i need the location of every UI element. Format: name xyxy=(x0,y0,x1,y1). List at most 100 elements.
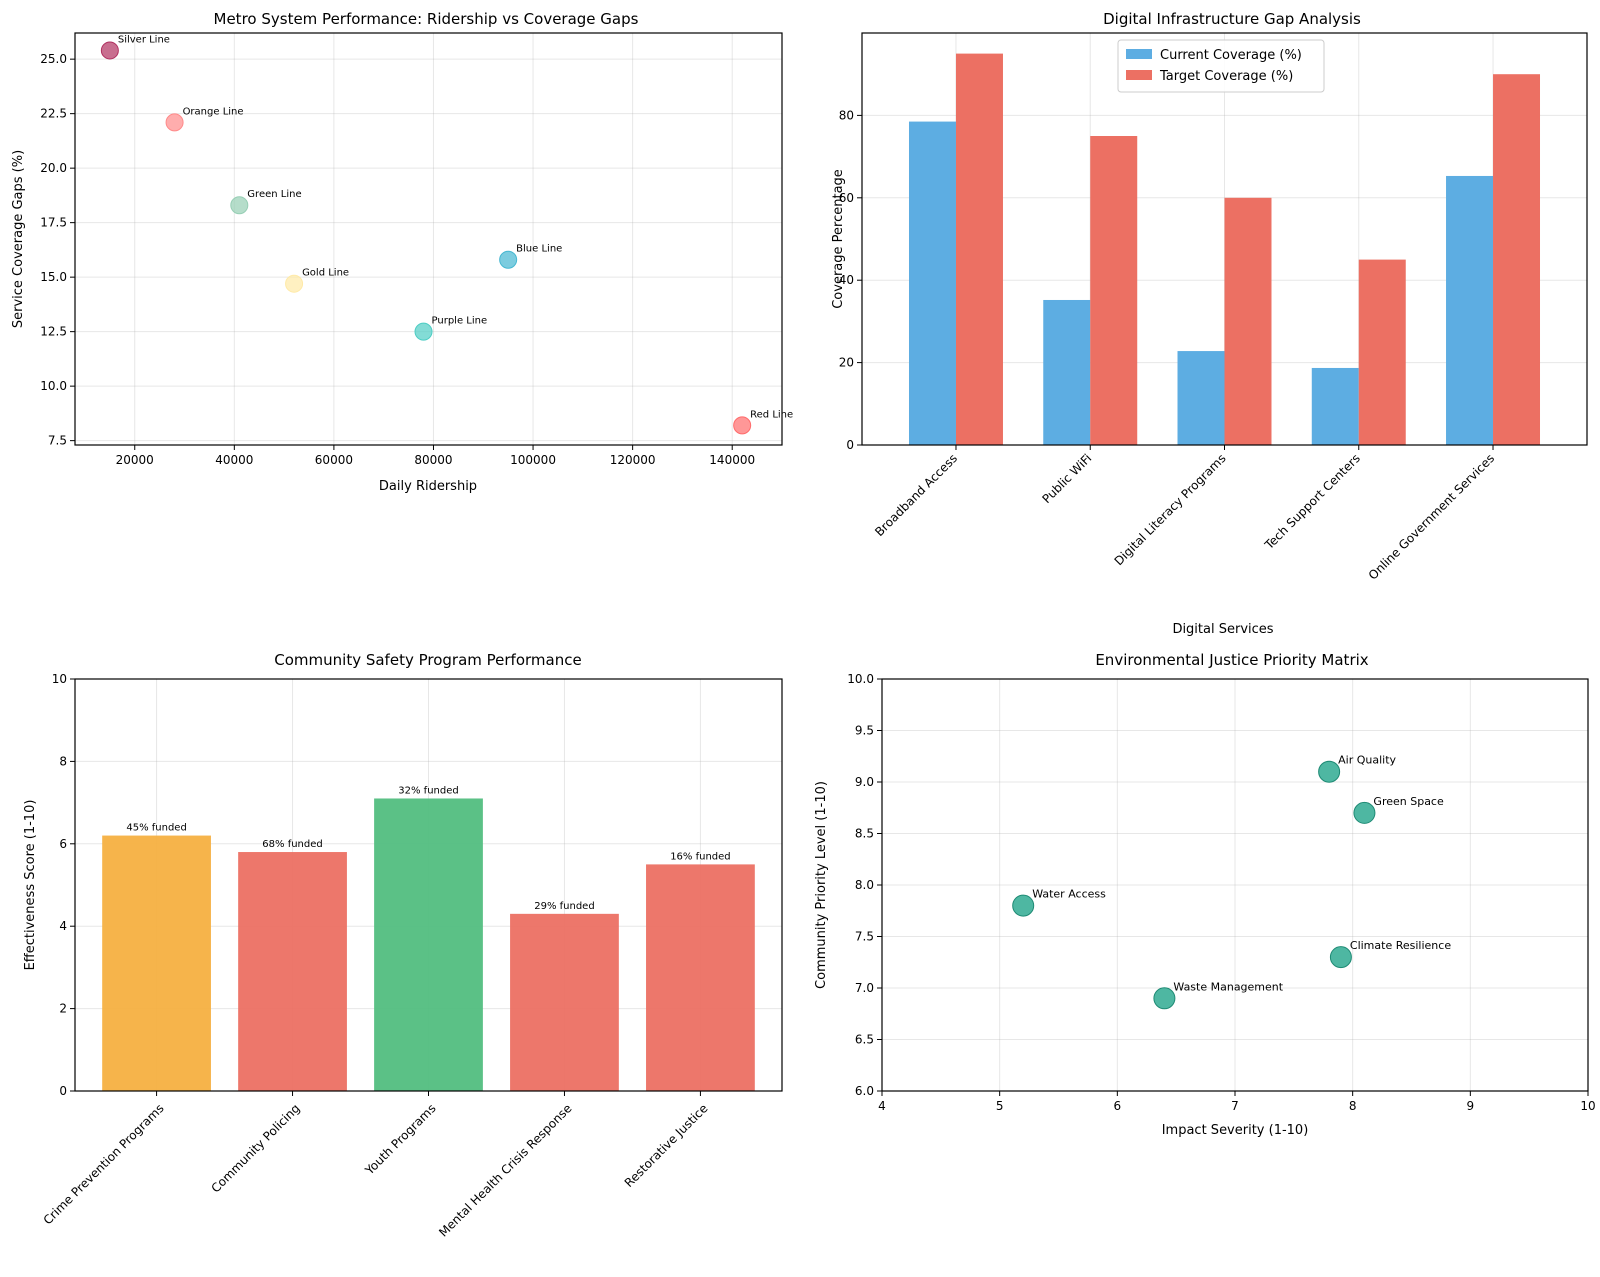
environment-point-label: Green Space xyxy=(1373,795,1444,808)
metro-point xyxy=(414,322,433,341)
digital-y-tick-label: 80 xyxy=(839,108,854,122)
environment-x-tick-label: 6 xyxy=(1114,1099,1122,1113)
metro-x-tick-label: 40000 xyxy=(215,453,253,467)
environment-x-tick-label: 8 xyxy=(1349,1099,1357,1113)
metro-y-tick-label: 10.0 xyxy=(40,379,67,393)
safety-y-tick-label: 0 xyxy=(59,1084,67,1098)
digital-bar xyxy=(1446,175,1494,446)
safety-bar-label: 45% funded xyxy=(126,823,186,834)
safety-bar xyxy=(510,913,619,1091)
environment-x-tick-label: 7 xyxy=(1231,1099,1239,1113)
metro-chart-title: Metro System Performance: Ridership vs C… xyxy=(214,10,639,28)
safety-y-tick-label: 10 xyxy=(52,672,67,686)
metro-x-tick-label: 20000 xyxy=(116,453,154,467)
metro-point xyxy=(165,113,184,132)
environment-scatter-panel: Environmental Justice Priority Matrix Ai… xyxy=(814,651,1596,1138)
metro-y-tick-label: 22.5 xyxy=(40,107,67,121)
metro-point xyxy=(285,274,304,293)
environment-point-label: Water Access xyxy=(1032,888,1106,901)
digital-legend-label: Target Coverage (%) xyxy=(1159,69,1293,84)
digital-bar xyxy=(1311,367,1359,445)
digital-legend-swatch xyxy=(1126,70,1152,80)
digital-bar xyxy=(908,121,956,445)
environment-y-axis-label: Community Priority Level (1-10) xyxy=(814,781,829,989)
digital-y-axis-label: Coverage Percentage xyxy=(831,169,846,309)
metro-point-label: Silver Line xyxy=(118,34,170,45)
environment-y-tick-label: 8.5 xyxy=(855,827,874,841)
safety-y-tick-label: 8 xyxy=(59,754,67,768)
environment-y-tick-label: 7.5 xyxy=(855,930,874,944)
metro-point xyxy=(733,416,752,435)
environment-point xyxy=(1318,760,1341,783)
environment-y-tick-label: 8.0 xyxy=(855,878,874,892)
environment-y-tick-label: 9.5 xyxy=(855,724,874,738)
metro-plot-frame xyxy=(74,32,783,446)
environment-x-axis-label: Impact Severity (1-10) xyxy=(1162,1123,1309,1138)
metro-y-tick-label: 17.5 xyxy=(40,216,67,230)
environment-x-tick-label: 9 xyxy=(1467,1099,1475,1113)
metro-y-tick-label: 12.5 xyxy=(40,325,67,339)
environment-y-tick-label: 9.0 xyxy=(855,775,874,789)
digital-y-tick-label: 0 xyxy=(846,438,854,452)
metro-y-axis-label: Service Coverage Gaps (%) xyxy=(11,150,26,328)
metro-point xyxy=(230,196,249,215)
safety-bar-label: 16% funded xyxy=(670,851,730,862)
environment-point xyxy=(1329,946,1352,969)
metro-x-tick-label: 100000 xyxy=(510,453,556,467)
safety-y-tick-label: 6 xyxy=(59,837,67,851)
metro-point-label: Blue Line xyxy=(516,244,562,255)
environment-y-tick-label: 6.5 xyxy=(855,1033,874,1047)
metro-scatter-panel: Metro System Performance: Ridership vs C… xyxy=(11,10,793,494)
digital-bar xyxy=(955,53,1003,445)
metro-x-tick-label: 120000 xyxy=(610,453,656,467)
digital-y-tick-label: 60 xyxy=(839,191,854,205)
environment-chart-title: Environmental Justice Priority Matrix xyxy=(1095,651,1368,669)
metro-point-label: Green Line xyxy=(247,189,301,200)
metro-y-tick-label: 20.0 xyxy=(40,161,67,175)
digital-bar xyxy=(1224,197,1272,445)
digital-legend-box xyxy=(1117,39,1325,93)
safety-bar-label: 32% funded xyxy=(398,785,458,796)
environment-y-tick-label: 10.0 xyxy=(847,672,874,686)
safety-y-tick-label: 4 xyxy=(59,919,67,933)
environment-point-label: Air Quality xyxy=(1338,754,1396,767)
safety-bar xyxy=(646,864,755,1091)
safety-bar xyxy=(238,852,347,1091)
environment-y-tick-label: 7.0 xyxy=(855,981,874,995)
digital-bar xyxy=(1090,136,1138,445)
safety-bar xyxy=(102,835,211,1091)
digital-y-tick-label: 20 xyxy=(839,356,854,370)
safety-y-axis-label: Effectiveness Score (1-10) xyxy=(23,800,38,971)
environment-point xyxy=(1353,801,1376,824)
metro-point-label: Red Line xyxy=(750,409,793,420)
digital-legend-swatch xyxy=(1126,49,1152,59)
safety-bar-label: 68% funded xyxy=(262,839,322,850)
metro-point-label: Purple Line xyxy=(432,316,488,327)
metro-y-tick-label: 7.5 xyxy=(48,434,67,448)
digital-bar xyxy=(1043,299,1091,445)
digital-bar xyxy=(1177,351,1225,445)
metro-x-axis-label: Daily Ridership xyxy=(379,479,477,494)
metro-point-label: Orange Line xyxy=(183,106,244,117)
digital-bar xyxy=(1493,74,1541,445)
digital-y-tick-label: 40 xyxy=(839,273,854,287)
metro-point xyxy=(100,41,119,60)
digital-legend: Current Coverage (%) Target Coverage (%) xyxy=(1117,39,1325,93)
digital-legend-label: Current Coverage (%) xyxy=(1160,48,1302,63)
digital-chart-title: Digital Infrastructure Gap Analysis xyxy=(1103,10,1361,28)
metro-point xyxy=(499,250,518,269)
environment-x-tick-label: 4 xyxy=(878,1099,886,1113)
environment-point xyxy=(1012,894,1035,917)
safety-bar-label: 29% funded xyxy=(534,901,594,912)
environment-point-label: Waste Management xyxy=(1173,980,1283,993)
digital-bar xyxy=(1358,259,1406,445)
metro-y-tick-label: 25.0 xyxy=(40,52,67,66)
metro-point-label: Gold Line xyxy=(302,268,349,279)
digital-x-axis-label: Digital Services xyxy=(1172,622,1273,637)
environment-x-tick-label: 5 xyxy=(996,1099,1004,1113)
metro-x-tick-label: 80000 xyxy=(414,453,452,467)
safety-chart-title: Community Safety Program Performance xyxy=(274,651,581,669)
environment-x-tick-label: 10 xyxy=(1580,1099,1595,1113)
environment-point-label: Climate Resilience xyxy=(1350,939,1451,952)
